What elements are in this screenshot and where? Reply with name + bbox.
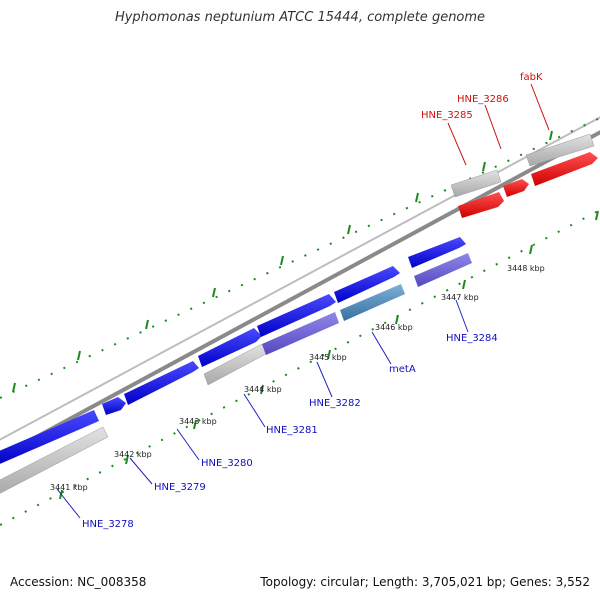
tick-label: 3448 kbp [507,264,545,273]
gene-cds-purple-2[interactable] [414,253,472,287]
gene-label-hne3285[interactable]: HNE_3285 [421,110,473,121]
gene-cds-blue-2[interactable] [102,397,126,415]
tick-label: 3441 kbp [50,483,88,492]
gene-gray-left[interactable] [0,426,109,496]
gene-cds-purple-1[interactable] [262,312,339,355]
tick-label: 3443 kbp [179,417,217,426]
backbone-forward [0,130,600,459]
gene-label-hne3281[interactable]: HNE_3281 [266,425,318,436]
gene-cds-blue-4[interactable] [198,328,262,367]
gene-cds-metA[interactable] [340,284,405,321]
gene-gray-fabk[interactable] [525,133,595,167]
accession-text: Accession: NC_008358 [10,575,147,589]
gene-label-hne3282[interactable]: HNE_3282 [309,398,361,409]
gene-cds-red-fabk[interactable] [531,152,598,186]
gene-cds-blue-3[interactable] [124,361,199,405]
tick-label: 3447 kbp [441,293,479,302]
gene-cds-blue-7[interactable] [408,237,466,268]
tick-label: 3445 kbp [309,353,347,362]
tick-label: 3444 kbp [244,385,282,394]
gene-label-hne3284[interactable]: HNE_3284 [446,333,498,344]
backbone-reverse [0,116,600,441]
gene-label-hne3280[interactable]: HNE_3280 [201,458,253,469]
gene-cds-blue-6[interactable] [334,266,400,303]
tick-label: 3442 kbp [114,450,152,459]
gene-cds-red-hne3286[interactable] [503,179,529,197]
tick-label: 3446 kbp [375,323,413,332]
label-connectors [56,83,550,519]
genome-summary-text: Topology: circular; Length: 3,705,021 bp… [260,575,590,589]
gene-label-hne3286[interactable]: HNE_3286 [457,94,509,105]
gene-cds-blue-1[interactable] [0,410,99,466]
gene-label-hne3279[interactable]: HNE_3279 [154,482,206,493]
gene-label-fabk[interactable]: fabK [520,72,543,83]
gene-gray-hne3285[interactable] [450,169,502,198]
gene-cds-blue-5[interactable] [257,294,336,337]
axis-tick-labels: 3441 kbp 3442 kbp 3443 kbp 3444 kbp 3445… [50,264,545,492]
gene-label-hne3278[interactable]: HNE_3278 [82,519,134,530]
map-title: Hyphomonas neptunium ATCC 15444, complet… [114,10,486,25]
gene-cds-red-hne3285[interactable] [458,192,504,218]
tick-track-inner [0,209,600,526]
gene-label-metA[interactable]: metA [389,364,416,375]
major-ticks [12,130,599,500]
